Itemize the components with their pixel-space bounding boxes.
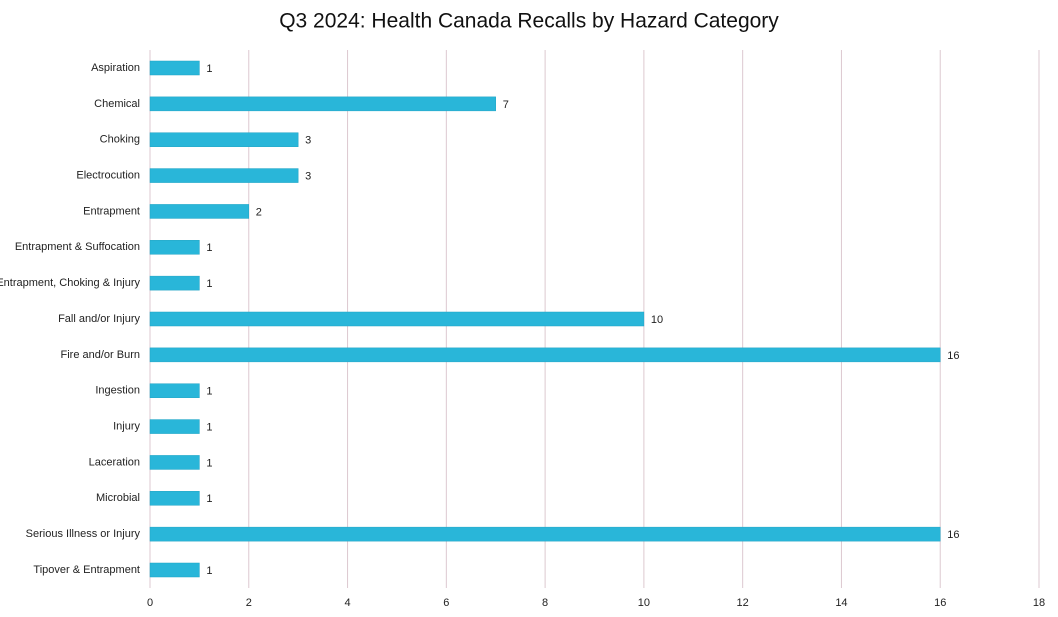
data-label: 1: [206, 457, 212, 469]
bar: [149, 240, 200, 255]
y-tick-label: Electrocution: [76, 169, 140, 181]
x-tick-label: 16: [934, 597, 946, 609]
y-tick-label: Entrapment, Choking & Injury: [0, 277, 140, 289]
x-tick-label: 18: [1033, 597, 1045, 609]
x-tick-label: 4: [344, 597, 350, 609]
x-tick-label: 0: [147, 597, 153, 609]
bar: [149, 347, 941, 363]
data-label: 16: [947, 350, 959, 362]
x-tick-label: 14: [835, 597, 847, 609]
data-label: 16: [947, 529, 959, 541]
data-label: 1: [206, 242, 212, 254]
bar: [149, 419, 200, 434]
y-tick-label: Entrapment & Suffocation: [15, 241, 140, 253]
y-tick-label: Serious Illness or Injury: [26, 528, 141, 540]
x-tick-label: 6: [443, 597, 449, 609]
y-tick-label: Microbial: [96, 492, 140, 504]
bar: [149, 96, 496, 112]
bar: [149, 383, 200, 398]
data-label: 1: [206, 63, 212, 75]
bar: [149, 275, 200, 291]
data-label: 1: [206, 278, 212, 290]
data-label: 1: [206, 565, 212, 577]
bar: [149, 455, 200, 470]
bar: [149, 132, 299, 147]
bar: [149, 60, 200, 76]
data-label: 1: [206, 386, 212, 398]
y-tick-label: Entrapment: [83, 205, 140, 217]
data-label: 1: [206, 421, 212, 433]
x-tick-label: 12: [737, 597, 749, 609]
x-tick-label: 8: [542, 597, 548, 609]
y-tick-label: Tipover & Entrapment: [33, 564, 140, 576]
bar: [149, 168, 299, 183]
data-label: 3: [305, 135, 311, 147]
data-label: 3: [305, 170, 311, 182]
data-label: 2: [256, 206, 262, 218]
bar: [149, 526, 941, 542]
bar: [149, 204, 250, 219]
y-tick-label: Chemical: [94, 98, 140, 110]
y-tick-label: Fall and/or Injury: [58, 313, 140, 325]
x-tick-label: 10: [638, 597, 650, 609]
data-label: 1: [206, 493, 212, 505]
y-tick-label: Choking: [100, 134, 140, 146]
data-label: 10: [651, 314, 663, 326]
bar: [149, 311, 645, 327]
chart-title: Q3 2024: Health Canada Recalls by Hazard…: [279, 10, 779, 33]
bar: [149, 562, 200, 578]
y-tick-label: Injury: [113, 420, 140, 432]
bar: [149, 491, 200, 506]
y-tick-label: Fire and/or Burn: [61, 349, 140, 361]
data-label: 7: [503, 99, 509, 111]
y-tick-label: Aspiration: [91, 62, 140, 74]
x-tick-label: 2: [246, 597, 252, 609]
y-tick-label: Laceration: [89, 456, 140, 468]
y-tick-label: Ingestion: [95, 385, 140, 397]
